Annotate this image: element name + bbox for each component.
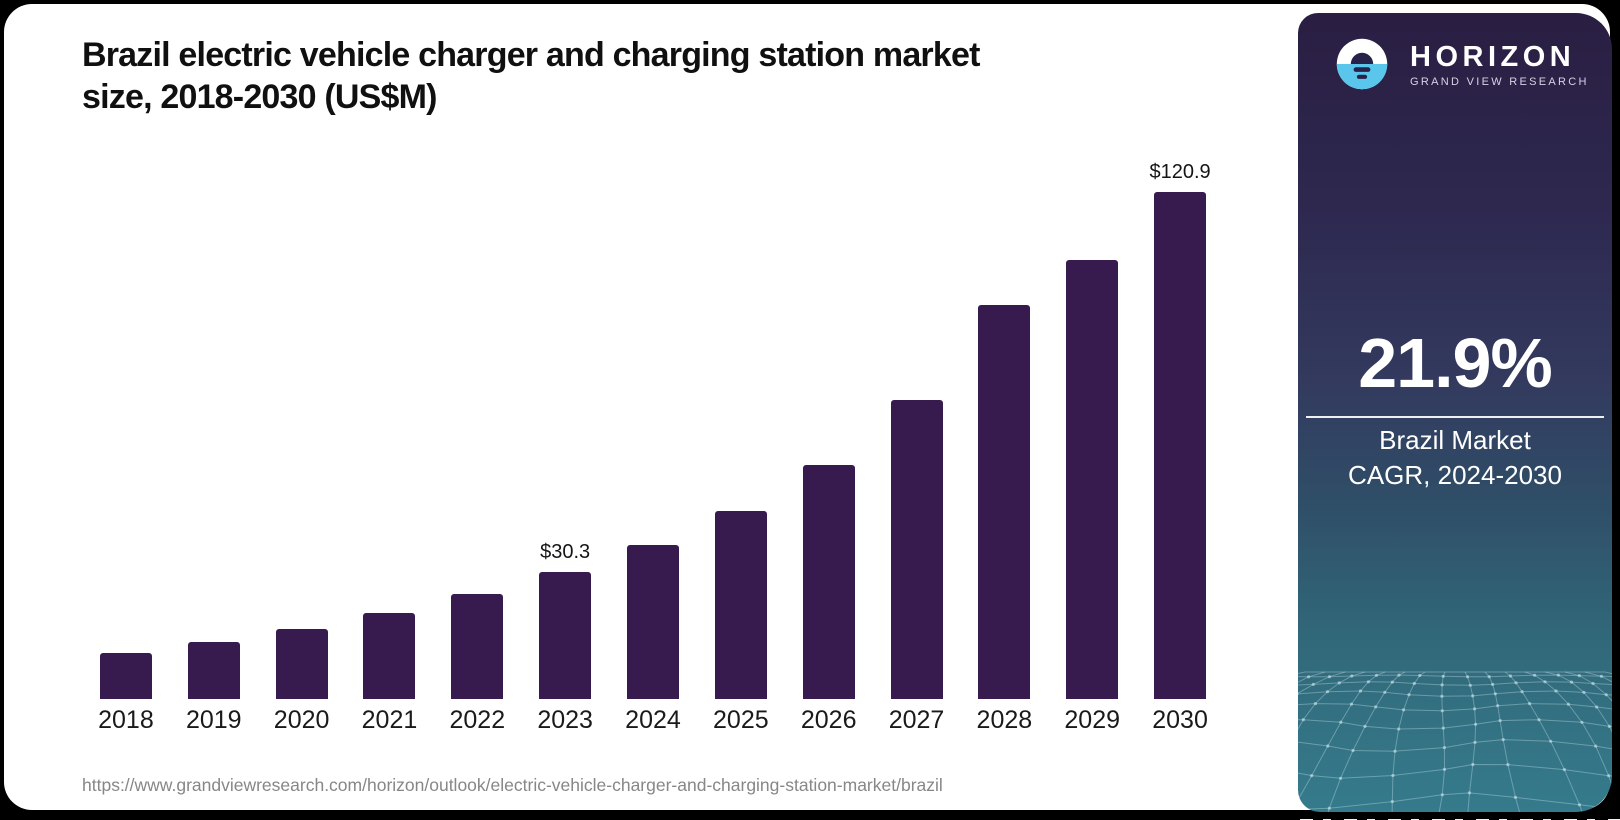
bar-2029 — [1066, 260, 1119, 699]
bars-container: 2018 2019 2020 2021 2022 $30.3 2023 2024 2025 202… — [82, 144, 1224, 734]
source-url: https://www.grandviewresearch.com/horizo… — [82, 775, 943, 795]
bar-slot: 2021 — [346, 144, 434, 734]
x-tick-2030: 2030 — [1152, 706, 1208, 734]
cagr-stat-value: 21.9% — [1358, 324, 1552, 402]
x-tick-2026: 2026 — [800, 706, 857, 734]
stat-divider — [1306, 416, 1604, 418]
x-tick-2028: 2028 — [976, 706, 1033, 734]
bar-2021 — [363, 613, 416, 699]
bar-2025 — [714, 511, 767, 699]
bar-2028 — [978, 305, 1031, 699]
chart-title-line1: Brazil electric vehicle charger and char… — [82, 36, 980, 74]
logo: HORIZON GRAND VIEW RESEARCH — [1334, 36, 1589, 92]
x-tick-2019: 2019 — [185, 706, 242, 734]
stat-caption-line2: CAGR, 2024-2030 — [1348, 460, 1562, 490]
bar-2024 — [626, 545, 679, 699]
bar-slot: 2028 — [960, 144, 1048, 734]
bar-slot: 2027 — [873, 144, 961, 734]
bar-slot: 2022 — [433, 144, 521, 734]
x-tick-2018: 2018 — [98, 706, 154, 734]
x-tick-2027: 2027 — [888, 706, 945, 734]
bar-2023 — [539, 572, 592, 699]
bar-slot: 2020 — [258, 144, 346, 734]
x-tick-2029: 2029 — [1064, 706, 1121, 734]
bar-slot: 2019 — [170, 144, 258, 734]
bar-2030 — [1154, 192, 1207, 699]
bar-slot: 2024 — [609, 144, 697, 734]
bar-2019 — [187, 642, 240, 699]
brand-name: HORIZON — [1410, 40, 1576, 73]
stat-caption-line1: Brazil Market — [1379, 425, 1531, 455]
bar-2018 — [99, 653, 152, 699]
bar-2020 — [275, 629, 328, 699]
x-tick-2022: 2022 — [449, 706, 506, 734]
x-tick-2025: 2025 — [713, 706, 769, 734]
bar-2026 — [802, 465, 855, 699]
x-tick-2024: 2024 — [625, 706, 681, 734]
x-tick-2020: 2020 — [273, 706, 330, 734]
bar-slot: 2026 — [785, 144, 873, 734]
brand-sidebar: HORIZON GRAND VIEW RESEARCH 21.9% Brazil… — [1298, 13, 1612, 812]
cagr-stat-caption: Brazil Market CAGR, 2024-2030 — [1298, 423, 1612, 493]
logo-text: HORIZON GRAND VIEW RESEARCH — [1410, 41, 1589, 88]
bar-slot: 2018 — [82, 144, 170, 734]
value-label-2030: $120.9 — [1149, 161, 1211, 183]
horizon-sun-icon — [1336, 38, 1388, 90]
bar-slot: 2029 — [1048, 144, 1136, 734]
x-tick-2023: 2023 — [537, 706, 593, 734]
bar-slot: $30.3 2023 — [521, 144, 609, 734]
chart-title: Brazil electric vehicle charger and char… — [82, 34, 1262, 118]
bar-chart: 2018 2019 2020 2021 2022 $30.3 2023 2024 2025 202… — [82, 144, 1224, 734]
x-tick-2021: 2021 — [361, 706, 418, 734]
value-label-2023: $30.3 — [540, 541, 591, 563]
bar-2027 — [890, 400, 943, 699]
chart-card: Brazil electric vehicle charger and char… — [4, 4, 1620, 820]
brand-subtitle: GRAND VIEW RESEARCH — [1410, 75, 1589, 88]
bar-2022 — [451, 594, 504, 699]
bar-slot: $120.9 2030 — [1136, 144, 1224, 734]
wireframe-mesh-decoration — [1298, 671, 1612, 812]
bar-slot: 2025 — [697, 144, 785, 734]
chart-title-line2: size, 2018-2030 (US$M) — [82, 78, 438, 116]
